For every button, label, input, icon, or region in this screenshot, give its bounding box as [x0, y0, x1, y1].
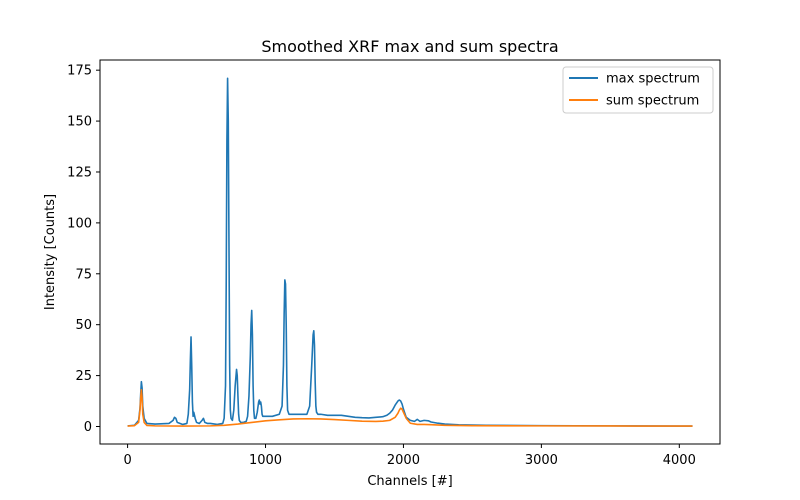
- chart-title: Smoothed XRF max and sum spectra: [261, 37, 558, 56]
- series-layer: [127, 77, 693, 427]
- sum-spectrum-legend-label: sum spectrum: [606, 94, 699, 109]
- x-tick-label: 2000: [387, 453, 420, 468]
- y-tick-label: 0: [84, 420, 92, 435]
- sum-spectrum-line: [127, 389, 693, 427]
- y-axis: 0 25 50 75 100 125 150 175: [67, 64, 100, 435]
- x-tick-label: 3000: [525, 453, 558, 468]
- max-spectrum-line: [127, 77, 693, 427]
- legend: max spectrum sum spectrum: [562, 66, 714, 114]
- y-tick-label: 50: [75, 318, 92, 333]
- y-tick-label: 100: [67, 216, 92, 231]
- y-tick-label: 175: [67, 64, 92, 79]
- x-tick-label: 4000: [663, 453, 696, 468]
- x-axis: 0 1000 2000 3000 4000: [123, 444, 696, 468]
- plot-area: [99, 59, 721, 445]
- plot-frame: [99, 59, 721, 445]
- y-axis-title: Intensity [Counts]: [43, 194, 58, 310]
- y-tick-label: 125: [67, 165, 92, 180]
- x-tick-label: 1000: [249, 453, 282, 468]
- y-tick-label: 75: [75, 267, 92, 282]
- max-spectrum-legend-label: max spectrum: [606, 72, 700, 87]
- x-axis-title: Channels [#]: [367, 474, 452, 489]
- y-tick-label: 150: [67, 115, 92, 130]
- legend-frame: [562, 66, 714, 114]
- y-tick-label: 25: [75, 369, 92, 384]
- x-tick-label: 0: [123, 453, 131, 468]
